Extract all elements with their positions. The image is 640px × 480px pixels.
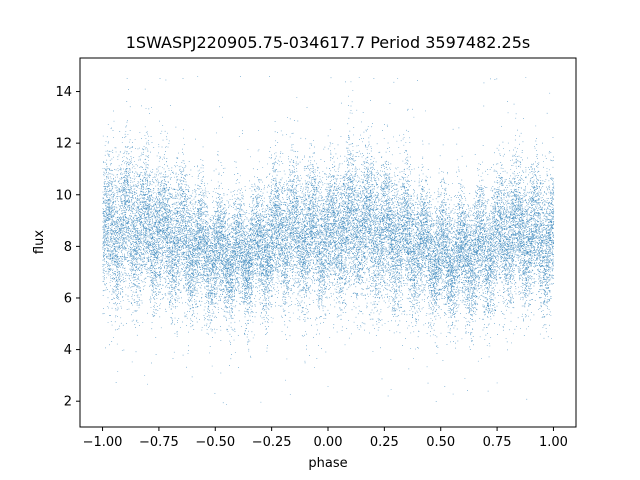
chart-title: 1SWASPJ220905.75-034617.7 Period 3597482… xyxy=(126,33,531,52)
y-tick-label: 10 xyxy=(55,188,72,203)
x-tick-label: 0.75 xyxy=(483,435,512,450)
y-axis-label: flux xyxy=(32,230,47,254)
y-tick-label: 4 xyxy=(64,343,72,358)
x-axis-label: phase xyxy=(308,456,347,471)
x-tick-label: −1.00 xyxy=(83,435,123,450)
y-tick-label: 2 xyxy=(64,395,72,410)
scatter-points xyxy=(102,75,555,405)
plot-frame xyxy=(79,57,577,428)
y-tick-label: 14 xyxy=(55,85,72,100)
x-tick-label: −0.25 xyxy=(252,435,292,450)
y-tick-label: 6 xyxy=(64,291,72,306)
data-points xyxy=(102,75,555,405)
y-tick-label: 8 xyxy=(64,240,72,255)
x-tick-label: 1.00 xyxy=(539,435,568,450)
x-tick-label: 0.50 xyxy=(426,435,455,450)
x-tick-label: −0.75 xyxy=(139,435,179,450)
x-tick-label: 0.00 xyxy=(314,435,343,450)
y-tick-label: 12 xyxy=(55,137,72,152)
x-axis: −1.00 −0.75 −0.50 −0.25 0.00 0.25 0.50 0.75 1.00 xyxy=(83,427,568,450)
x-tick-label: 0.25 xyxy=(370,435,399,450)
x-tick-label: −0.50 xyxy=(195,435,235,450)
y-axis: 2 4 6 8 10 12 14 xyxy=(55,85,80,410)
